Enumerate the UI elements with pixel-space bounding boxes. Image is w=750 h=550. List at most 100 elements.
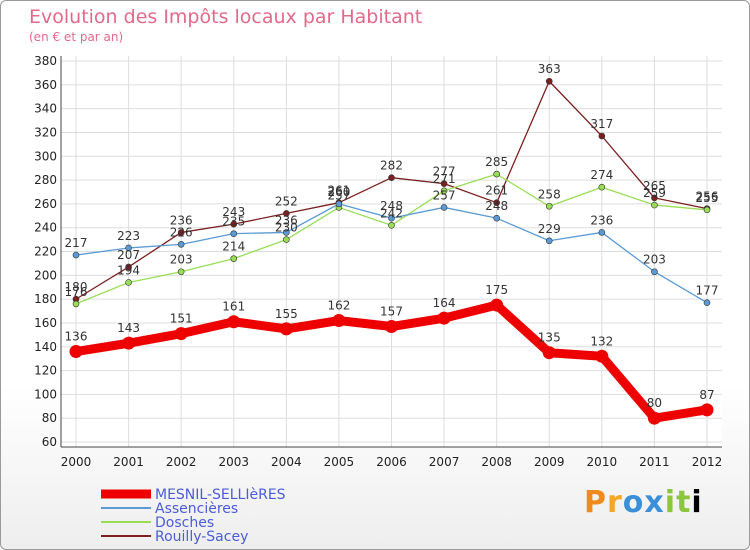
data-point [700,403,714,417]
data-label: 143 [117,321,140,335]
data-label: 157 [380,305,403,319]
y-tick-label: 120 [34,364,57,378]
data-label: 317 [590,117,613,131]
y-tick-label: 340 [34,102,57,116]
y-tick-label: 160 [34,316,57,330]
y-tick-label: 260 [34,197,57,211]
proxiti-logo: Proxiti [584,485,703,520]
data-point [595,349,609,363]
data-label: 161 [222,300,245,314]
data-label: 194 [117,263,140,277]
data-label: 175 [485,283,508,297]
data-label: 203 [170,253,193,267]
data-point [545,202,553,210]
data-point [545,77,553,85]
y-tick-label: 180 [34,292,57,306]
data-label: 260 [327,185,350,199]
y-tick-label: 100 [34,387,57,401]
y-tick-label: 240 [34,221,57,235]
data-point [542,346,556,360]
data-label: 236 [590,213,613,227]
x-tick-label: 2001 [113,455,144,469]
data-point [174,327,188,341]
data-point [598,132,606,140]
data-label: 248 [380,199,403,213]
data-label: 229 [538,222,561,236]
data-point [545,237,553,245]
data-point [177,241,185,248]
x-tick-label: 2011 [639,455,670,469]
data-label: 214 [222,240,245,254]
data-label: 162 [327,299,350,313]
data-point [69,345,83,359]
data-label: 235 [222,215,245,229]
data-point [332,314,346,328]
data-point [388,214,395,222]
data-point [230,220,238,228]
x-tick-label: 2000 [61,455,92,469]
data-label: 203 [643,253,666,267]
data-label: 155 [275,307,298,321]
data-point [493,199,500,206]
data-label: 135 [538,331,561,345]
data-label: 277 [433,165,456,179]
data-label: 226 [170,225,193,239]
y-tick-label: 60 [42,435,57,449]
legend-label: Assencières [155,501,238,517]
data-label: 176 [65,285,88,299]
data-label: 164 [433,296,456,310]
y-tick-label: 280 [34,173,57,187]
data-point [335,200,343,208]
data-point [490,298,504,312]
data-point [493,170,500,178]
x-tick-label: 2006 [376,455,407,469]
x-tick-label: 2012 [692,455,723,469]
data-label: 261 [327,184,350,198]
data-point [598,229,606,236]
data-point [647,411,661,425]
data-point [703,206,711,214]
data-point [230,230,238,237]
data-point [651,201,658,209]
data-label: 285 [485,155,508,169]
y-tick-label: 380 [34,54,57,68]
data-point [283,210,290,217]
legend-label: MESNIL-SELLIèRES [155,487,286,503]
x-tick-label: 2003 [218,455,249,469]
data-point [279,322,293,336]
data-label: 217 [65,236,88,250]
data-label: 252 [275,194,298,208]
data-label: 257 [433,188,456,202]
data-label: 282 [380,159,403,173]
data-point [72,300,80,308]
x-tick-label: 2004 [271,455,302,469]
data-point [177,268,185,276]
data-point [72,251,80,259]
y-tick-label: 360 [34,78,57,92]
y-tick-label: 80 [42,411,57,425]
x-tick-label: 2008 [481,455,512,469]
data-label: 265 [643,179,666,193]
x-tick-label: 2007 [429,455,460,469]
data-point [125,279,132,286]
data-point [230,255,238,262]
data-point [440,180,448,187]
data-label: 261 [485,184,508,198]
data-label: 236 [275,213,298,227]
data-point [388,222,395,229]
data-label: 180 [65,280,88,294]
x-tick-label: 2002 [166,455,197,469]
data-point [283,229,290,236]
legend-label: Rouilly-Sacey [155,529,248,545]
data-point [437,311,451,325]
data-label: 271 [433,172,456,186]
data-point [493,214,500,222]
data-point [283,236,290,243]
chart-title: Evolution des Impôts locaux par Habitant [29,6,423,28]
data-point [440,187,448,195]
data-label: 132 [590,334,613,348]
data-label: 274 [590,168,613,182]
data-label: 242 [380,206,403,220]
legend-label: Dosches [155,515,214,531]
